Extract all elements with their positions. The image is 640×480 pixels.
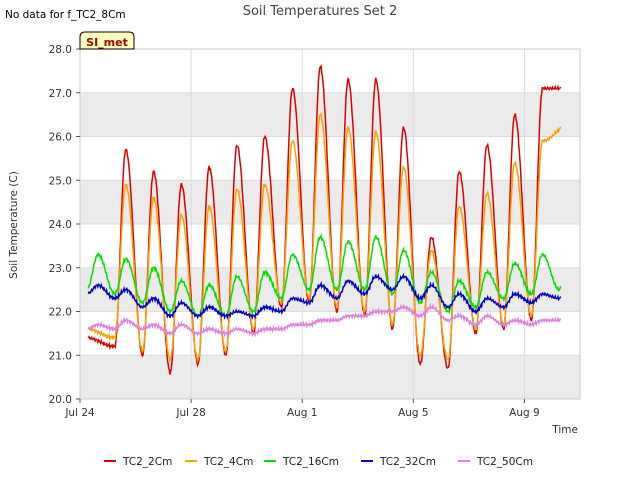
- y-axis-label: Soil Temperature (C): [8, 171, 20, 279]
- y-tick-label: 21.0: [49, 350, 72, 362]
- y-axis-ticks: 20.0 21.0 22.0 23.0 24.0 25.0 26.0 27.0 28.0: [49, 44, 80, 406]
- legend-label-TC2_2Cm: TC2_2Cm: [122, 456, 172, 468]
- series-line-TC2_4Cm: [87, 111, 562, 364]
- x-axis-ticks: Jul 24 Jul 28 Aug 1 Aug 5 Aug 9: [64, 399, 540, 419]
- y-tick-label: 24.0: [49, 219, 72, 231]
- no-data-note: No data for f_TC2_8Cm: [5, 9, 126, 21]
- badge-label: SI_met: [86, 36, 128, 49]
- series-line-TC2_2Cm: [87, 64, 562, 375]
- chart-title: Soil Temperatures Set 2: [243, 4, 398, 19]
- y-tick-label: 23.0: [49, 263, 72, 275]
- x-tick-label: Jul 28: [175, 407, 205, 419]
- series-line-TC2_16Cm: [87, 232, 562, 320]
- grid-band: [80, 355, 580, 399]
- legend-label-TC2_4Cm: TC2_4Cm: [203, 456, 253, 468]
- y-tick-label: 28.0: [49, 44, 72, 56]
- badge-shape: [79, 31, 135, 50]
- y-tick-label: 25.0: [49, 175, 72, 187]
- grid-band: [80, 92, 580, 137]
- legend-label-TC2_32Cm: TC2_32Cm: [379, 456, 436, 468]
- si-met-badge: SI_met: [79, 31, 135, 50]
- x-tick-label: Aug 9: [509, 407, 540, 419]
- x-axis-label: Time: [551, 424, 578, 436]
- y-tick-label: 26.0: [49, 132, 72, 144]
- legend: TC2_2Cm TC2_4Cm TC2_16Cm TC2_32Cm TC2_50Cm: [104, 456, 533, 468]
- y-tick-label: 27.0: [49, 88, 72, 100]
- legend-label-TC2_50Cm: TC2_50Cm: [476, 456, 533, 468]
- x-tick-label: Aug 5: [398, 407, 429, 419]
- y-tick-label: 20.0: [49, 394, 72, 406]
- series-line-TC2_50Cm: [87, 302, 562, 338]
- x-tick-label: Jul 24: [64, 407, 95, 419]
- x-tick-label: Aug 1: [287, 407, 318, 419]
- series-lines: [87, 64, 562, 375]
- series-line-TC2_32Cm: [87, 272, 562, 321]
- y-tick-label: 22.0: [49, 307, 72, 319]
- grid-band: [80, 267, 580, 312]
- legend-label-TC2_16Cm: TC2_16Cm: [282, 456, 339, 468]
